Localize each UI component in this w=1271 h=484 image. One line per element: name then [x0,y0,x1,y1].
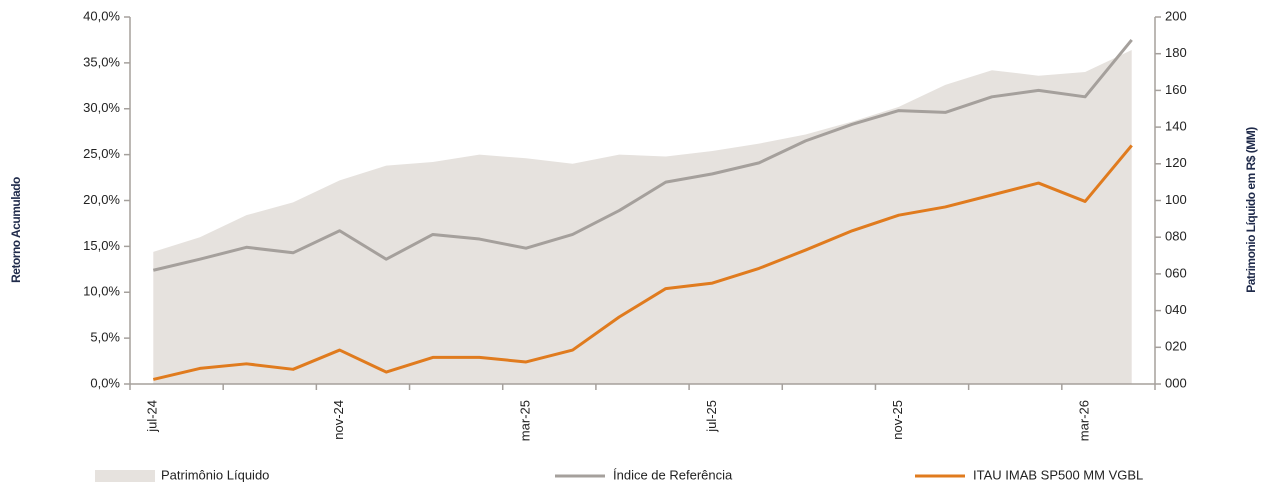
y2-tick-label: 100 [1165,192,1187,207]
y2-tick-label: 000 [1165,375,1187,390]
y-tick-label: 35,0% [83,54,120,69]
x-tick-label: jul-25 [704,400,719,433]
y2-tick-label: 080 [1165,229,1187,244]
y-tick-label: 15,0% [83,238,120,253]
legend-label: ITAU IMAB SP500 MM VGBL [973,467,1143,482]
y2-tick-label: 200 [1165,8,1187,23]
y-tick-label: 0,0% [90,375,120,390]
area [153,50,1132,384]
legend-label: Índice de Referência [613,467,733,482]
y2-tick-label: 140 [1165,119,1187,134]
y-tick-label: 10,0% [83,284,120,299]
x-tick-label: nov-25 [890,400,905,440]
y-tick-label: 20,0% [83,192,120,207]
y2-axis-title: Patrimonio Líquido em R$ (MM) [1244,127,1258,293]
y-axis-title: Retorno Acumulado [9,177,23,283]
y2-tick-label: 160 [1165,82,1187,97]
legend-label: Patrimônio Líquido [161,467,269,482]
line [152,144,1133,381]
x-tick-label: mar-25 [517,400,532,441]
legend-swatch [95,470,155,482]
y-tick-label: 40,0% [83,8,120,23]
x-tick-label: nov-24 [331,400,346,440]
y2-tick-label: 060 [1165,265,1187,280]
y-tick-label: 30,0% [83,100,120,115]
x-tick-label: mar-26 [1077,400,1092,441]
line [152,38,1133,272]
y2-tick-label: 020 [1165,339,1187,354]
y2-tick-label: 040 [1165,302,1187,317]
y2-tick-label: 180 [1165,45,1187,60]
y2-tick-label: 120 [1165,155,1187,170]
y-tick-label: 25,0% [83,146,120,161]
x-tick-label: jul-24 [145,400,160,433]
y-tick-label: 5,0% [90,330,120,345]
